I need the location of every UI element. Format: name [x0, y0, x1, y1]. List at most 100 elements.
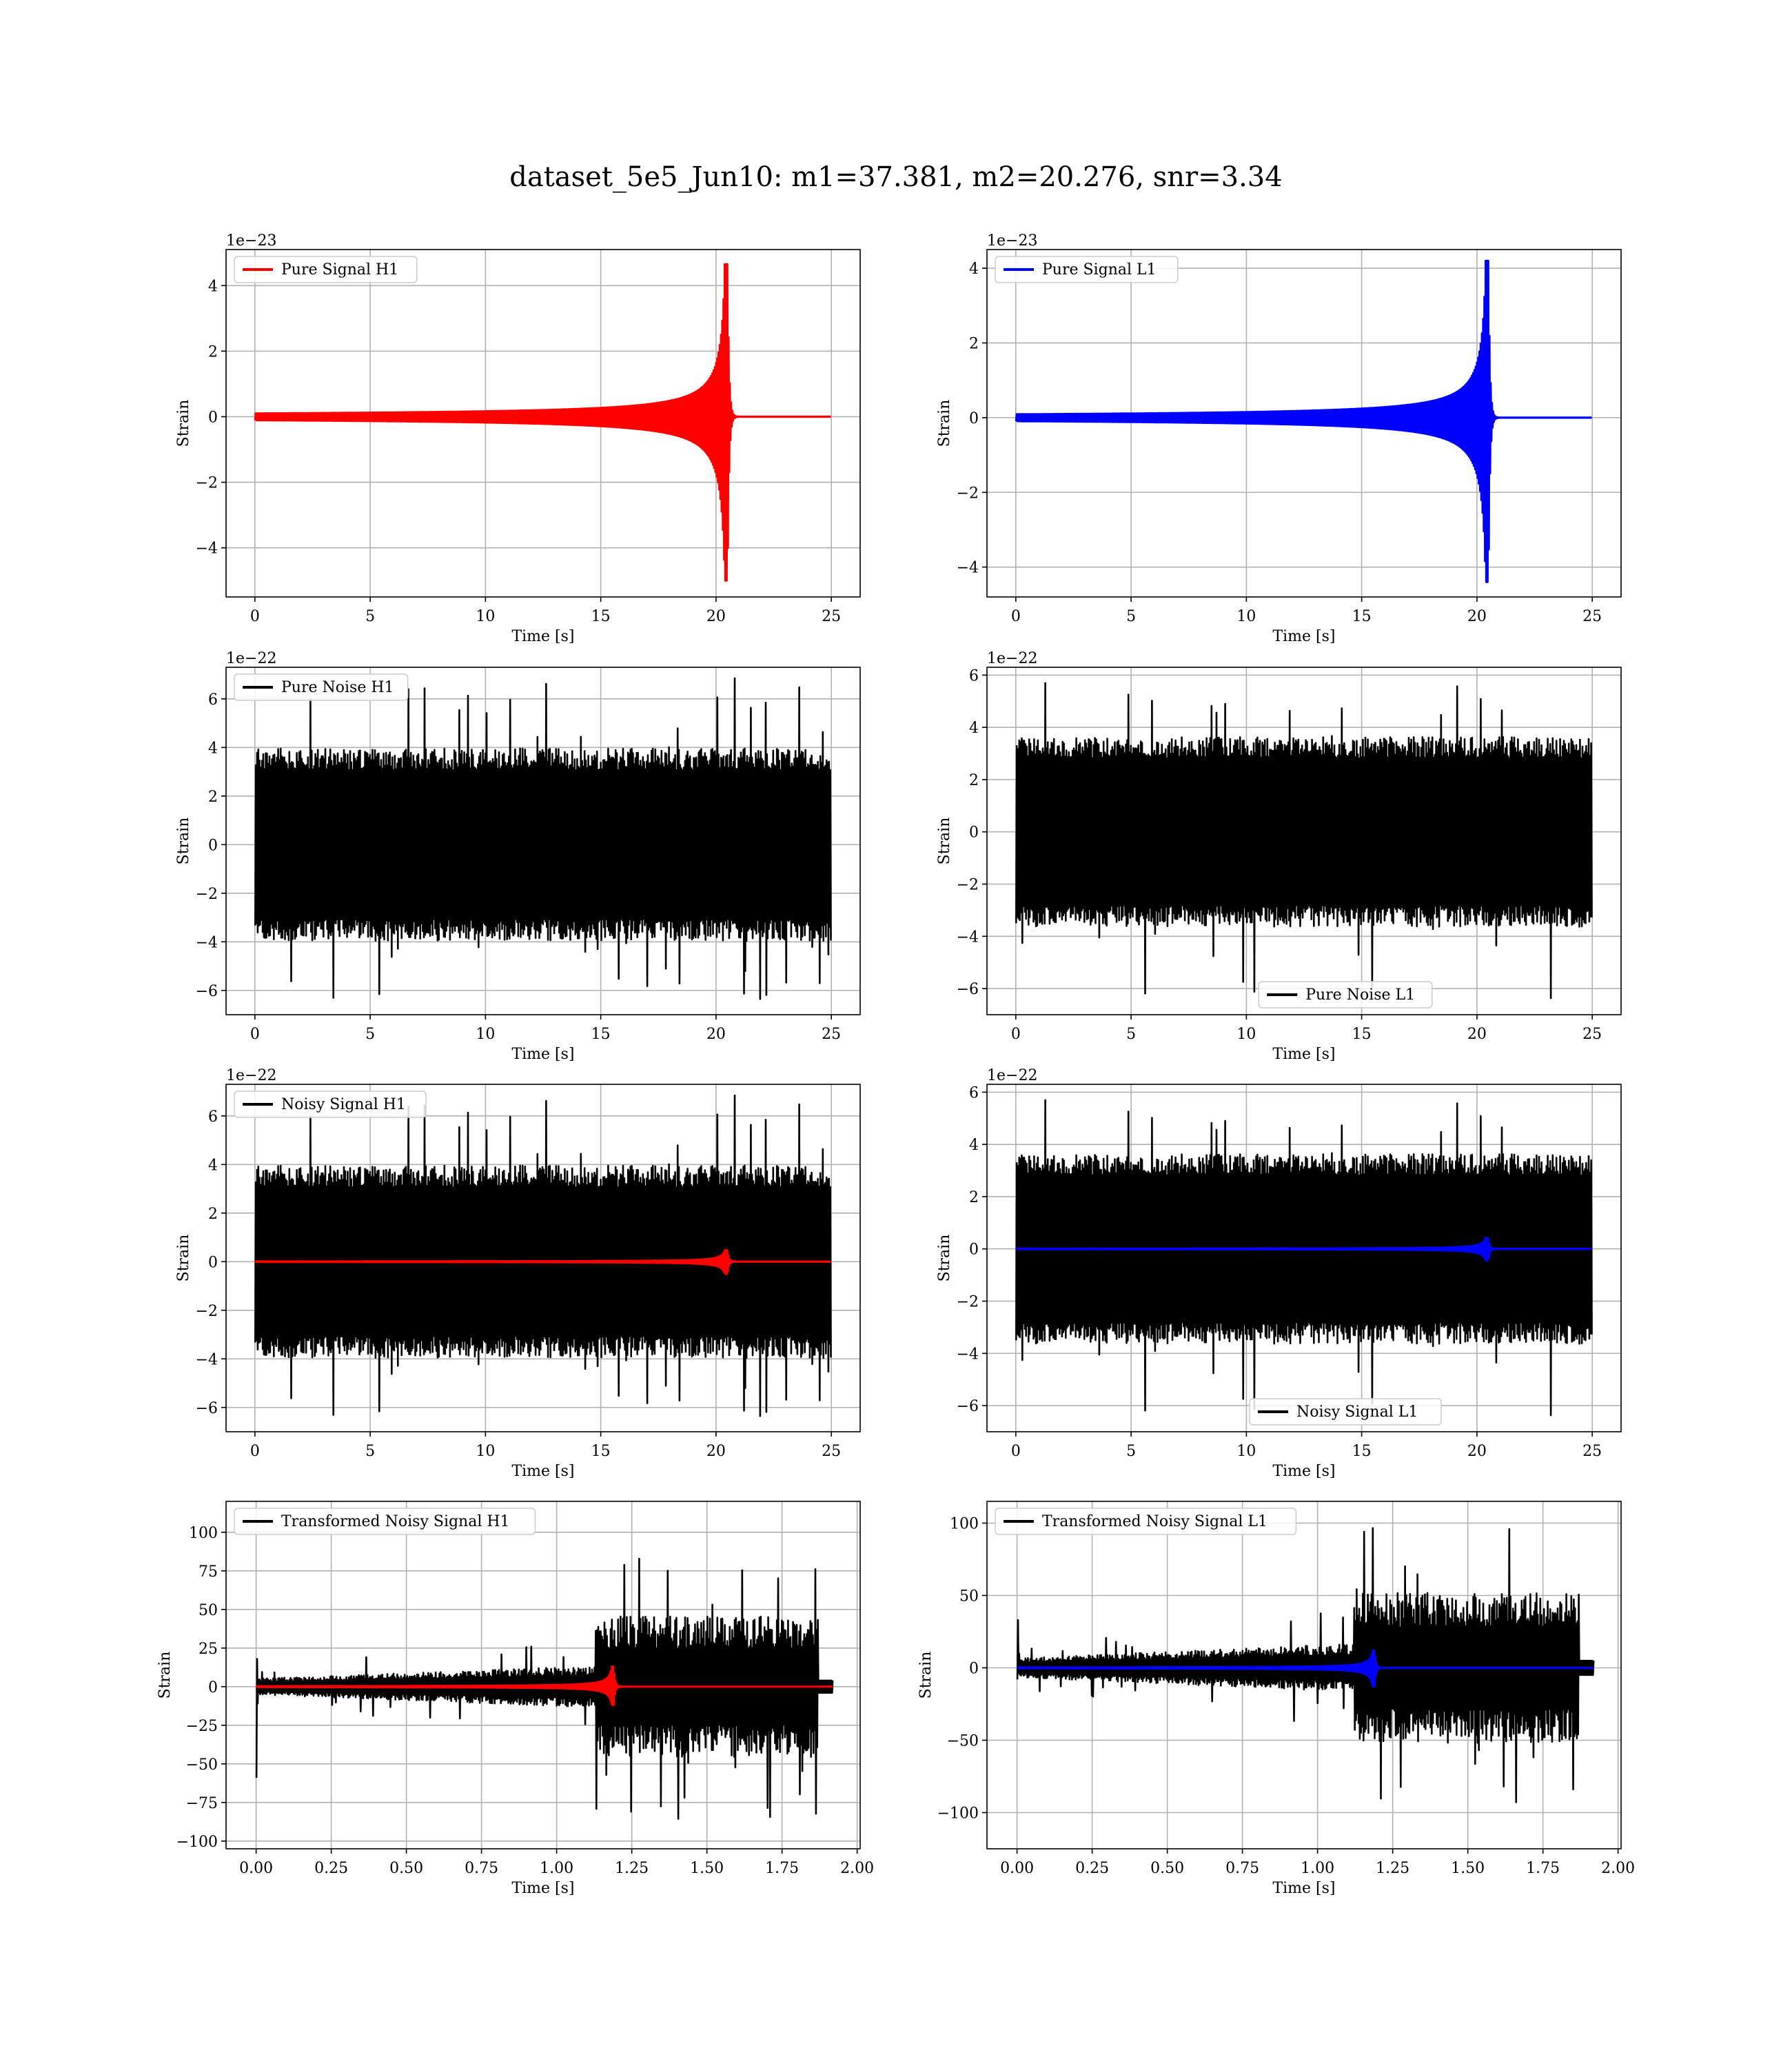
y-tick-label: 6: [969, 667, 979, 685]
y-axis-label: Strain: [156, 1652, 174, 1699]
series-line-pure-signal-h1: [254, 263, 832, 582]
y-tick-label: 25: [198, 1641, 218, 1658]
legend-label: Pure Signal H1: [281, 261, 398, 278]
x-tick-label: 1.25: [1376, 1860, 1409, 1877]
subplot-pure-noise-h1: 0 5 10 15 20 25 −6 −4 −2 0 2 4 6 Time [s] Strain 1e−22 P…: [175, 650, 861, 1063]
x-tick-label: 10: [1236, 1443, 1256, 1460]
y-tick-label: −2: [196, 475, 218, 492]
y-tick-label: 2: [208, 343, 218, 361]
x-tick-label: 20: [1467, 1443, 1487, 1460]
series-line-injected-signal-1: [1015, 1237, 1593, 1262]
legend: Pure Noise L1: [1258, 981, 1433, 1008]
axes-frame: [986, 1084, 1622, 1432]
x-tick-label: 5: [1126, 1443, 1136, 1460]
x-tick-label: 1.50: [690, 1860, 724, 1877]
series-line-pure-signal-l1: [1015, 259, 1593, 583]
ticks: 0 5 10 15 20 25 −4 −2 0 2 4: [957, 261, 1602, 625]
plot-area: [254, 1094, 832, 1417]
x-tick-label: 15: [591, 1443, 611, 1460]
axes-frame: [986, 1501, 1622, 1849]
x-tick-label: 0.75: [1225, 1860, 1259, 1877]
y-tick-label: −2: [957, 1294, 979, 1311]
axes-frame: [225, 1084, 861, 1432]
y-tick-label: −6: [957, 981, 979, 998]
subplot-transformed-h1: 0.00 0.25 0.50 0.75 1.00 1.25 1.50 1.75 2.00 −100…: [156, 1501, 874, 1897]
x-tick-label: 10: [1236, 1026, 1256, 1043]
y-tick-label: 0: [969, 1661, 979, 1678]
y-axis-label: Strain: [936, 818, 953, 865]
plot-area: [255, 1557, 834, 1820]
x-tick-label: 20: [706, 1026, 726, 1043]
y-axis-label: Strain: [936, 1235, 953, 1282]
y-tick-label: −4: [196, 540, 218, 558]
x-tick-label: 10: [476, 608, 495, 625]
y-tick-label: 0: [208, 1254, 218, 1271]
x-axis-label: Time [s]: [1272, 1463, 1335, 1480]
y-tick-label: 2: [969, 1189, 979, 1206]
x-tick-label: 1.00: [540, 1860, 573, 1877]
x-tick-label: 15: [1352, 608, 1372, 625]
legend-frame: [1258, 981, 1433, 1008]
x-tick-label: 5: [1126, 608, 1136, 625]
legend-label: Pure Signal L1: [1042, 261, 1157, 278]
y-tick-label: −2: [957, 485, 979, 502]
x-tick-label: 15: [1352, 1026, 1372, 1043]
x-axis-label: Time [s]: [511, 1046, 574, 1063]
y-tick-label: −2: [196, 886, 218, 903]
x-tick-label: 10: [476, 1026, 495, 1043]
legend-frame: [1249, 1398, 1442, 1426]
legend: Transformed Noisy Signal H1: [234, 1508, 536, 1535]
ticks: 0 5 10 15 20 25 −6 −4 −2 0 2 4 6: [957, 1084, 1602, 1460]
legend-frame: [234, 256, 418, 283]
x-tick-label: 2.00: [840, 1860, 874, 1877]
x-tick-label: 5: [365, 1026, 375, 1043]
y-tick-label: 4: [208, 278, 218, 295]
x-tick-label: 20: [706, 1443, 726, 1460]
legend-frame: [234, 1508, 536, 1535]
x-axis-label: Time [s]: [511, 1463, 574, 1480]
y-tick-label: 0: [969, 410, 979, 427]
series-line-injected-signal-1: [254, 1249, 832, 1275]
y-tick-label: 6: [969, 1084, 979, 1102]
y-tick-label: 75: [198, 1563, 218, 1581]
y-tick-label: −2: [196, 1303, 218, 1320]
y-axis-label: Strain: [175, 1235, 192, 1282]
plot-area: [254, 677, 832, 1000]
y-tick-label: 6: [208, 1108, 218, 1126]
legend: Pure Signal L1: [995, 256, 1179, 283]
series-line-injected-signal-1: [255, 1665, 833, 1707]
y-tick-label: 6: [208, 691, 218, 709]
x-tick-label: 25: [822, 1443, 841, 1460]
plot-area: [1015, 682, 1593, 1000]
x-tick-label: 25: [822, 1026, 841, 1043]
x-tick-label: 1.50: [1451, 1860, 1485, 1877]
legend-frame: [234, 673, 409, 701]
y-tick-label: −75: [186, 1795, 218, 1812]
legend-label: Pure Noise L1: [1305, 986, 1415, 1004]
ticks: 0 5 10 15 20 25 −6 −4 −2 0 2 4 6: [957, 667, 1602, 1043]
x-tick-label: 0.25: [1075, 1860, 1109, 1877]
x-tick-label: 20: [1467, 608, 1487, 625]
y-tick-label: 4: [969, 1137, 979, 1154]
y-tick-label: 100: [189, 1525, 218, 1542]
ticks: 0 5 10 15 20 25 −6 −4 −2 0 2 4 6: [196, 691, 842, 1043]
subplot-noisy-signal-l1: 0 5 10 15 20 25 −6 −4 −2 0 2 4 6 Time [s] Strain 1e−22 N…: [936, 1067, 1622, 1480]
y-tick-label: 50: [959, 1588, 979, 1605]
offset-text: 1e−22: [987, 1067, 1037, 1084]
y-tick-label: 0: [208, 837, 218, 854]
offset-text: 1e−22: [226, 1067, 276, 1084]
x-tick-label: 10: [476, 1443, 495, 1460]
y-tick-label: −4: [957, 560, 979, 577]
x-tick-label: 0.75: [465, 1860, 498, 1877]
y-tick-label: −100: [176, 1834, 218, 1851]
x-tick-label: 25: [822, 608, 841, 625]
y-tick-label: 4: [969, 720, 979, 737]
y-axis-label: Strain: [936, 400, 953, 447]
x-tick-label: 5: [1126, 1026, 1136, 1043]
x-tick-label: 1.75: [1526, 1860, 1560, 1877]
x-tick-label: 1.25: [615, 1860, 649, 1877]
y-tick-label: 0: [208, 409, 218, 426]
y-tick-label: 0: [969, 1241, 979, 1259]
y-tick-label: 4: [969, 261, 979, 278]
